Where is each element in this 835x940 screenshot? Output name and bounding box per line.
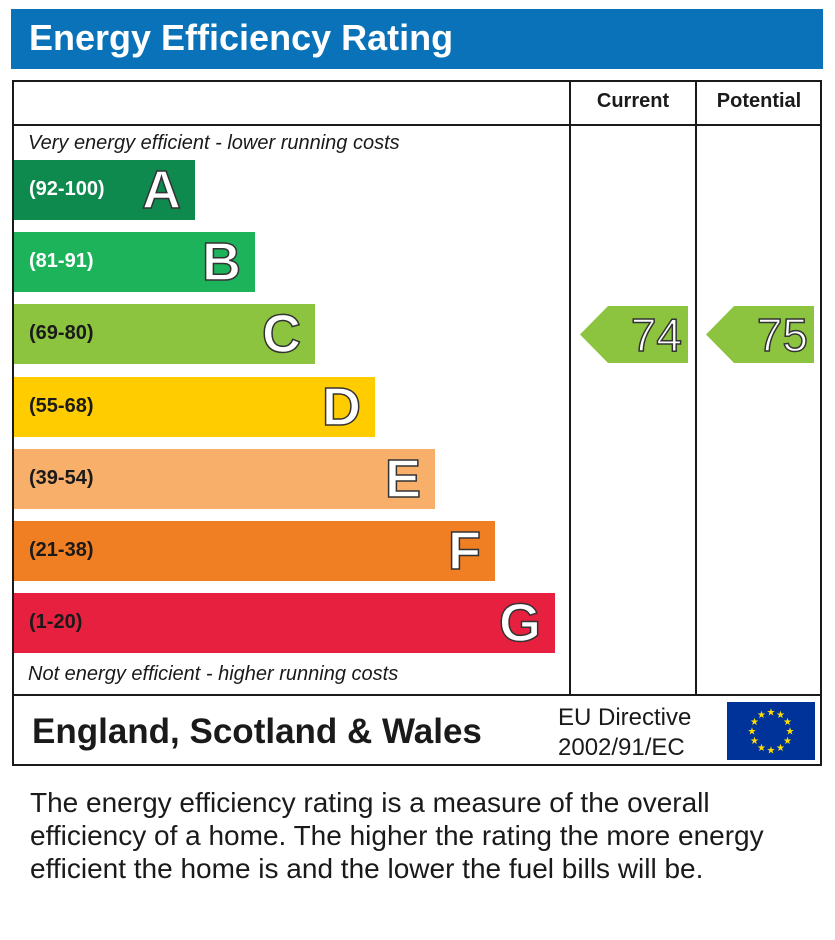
page-title: Energy Efficiency Rating (29, 17, 454, 58)
header-divider (12, 124, 822, 126)
footer-divider (12, 694, 822, 696)
eu-star-icon: ★ (750, 736, 759, 747)
band-c: (69-80) C (14, 304, 315, 366)
eu-star-icon: ★ (776, 743, 785, 754)
potential-rating-arrow-shape (706, 306, 814, 364)
rating-table-frame (12, 80, 822, 766)
band-a: (92-100) A (14, 159, 195, 221)
band-e: (39-54) E (14, 448, 435, 510)
current-column-divider (569, 80, 571, 694)
band-range-label: (21-38) (29, 539, 94, 561)
eu-star-icon: ★ (783, 736, 792, 747)
band-range-label: (81-91) (29, 250, 94, 273)
band-range-label: (69-80) (29, 322, 94, 345)
band-letter: C (261, 304, 302, 366)
band-range-label: (92-100) (29, 178, 105, 200)
current-rating-arrow-shape (580, 306, 688, 364)
eu-star-icon: ★ (786, 727, 795, 738)
band-range-label: (55-68) (29, 394, 94, 417)
eu-star-icon: ★ (767, 746, 776, 757)
bottom-note: Not energy efficient - higher running co… (28, 663, 399, 685)
band-letter: B (201, 231, 242, 293)
band-letter: G (498, 592, 542, 654)
band-range-label: (39-54) (29, 466, 94, 489)
eu-star-icon: ★ (757, 710, 766, 721)
current-column-header: Current (596, 90, 670, 112)
potential-column-divider (695, 80, 697, 694)
eu-star-icon: ★ (783, 717, 792, 728)
current-rating-arrow-value: 74 (630, 309, 683, 363)
potential-column-header: Potential (716, 90, 802, 112)
directive-line-2: 2002/91/EC (558, 734, 685, 761)
eu-star-icon: ★ (776, 710, 785, 721)
top-note: Very energy efficient - lower running co… (28, 132, 400, 154)
potential-rating-arrow-value: 75 (756, 309, 809, 363)
eu-directive: EU Directive 2002/91/EC (558, 703, 691, 763)
current-rating-arrow: 74 (580, 306, 688, 364)
eu-star-icon: ★ (748, 727, 757, 738)
band-b: (81-91) B (14, 231, 255, 293)
band-f: (21-38) F (14, 520, 495, 582)
eu-star-icon: ★ (767, 708, 776, 719)
eu-star-icon: ★ (757, 743, 766, 754)
band-letter: D (321, 376, 362, 438)
eu-flag-icon: ★ ★ ★ ★ ★ ★ ★ ★ ★ ★ ★ ★ (727, 702, 815, 760)
band-letter: A (141, 159, 182, 221)
band-letter: F (447, 520, 482, 582)
title-bar: Energy Efficiency Rating (11, 9, 823, 69)
region-label: England, Scotland & Wales (32, 712, 482, 751)
directive-line-1: EU Directive (558, 704, 692, 731)
band-letter: E (384, 448, 422, 510)
band-d: (55-68) D (14, 376, 375, 438)
description-text: The energy efficiency rating is a measur… (30, 787, 764, 884)
band-range-label: (1-20) (29, 611, 83, 634)
eu-star-icon: ★ (750, 717, 759, 728)
potential-rating-arrow: 75 (706, 306, 814, 364)
band-g: (1-20) G (14, 592, 555, 654)
